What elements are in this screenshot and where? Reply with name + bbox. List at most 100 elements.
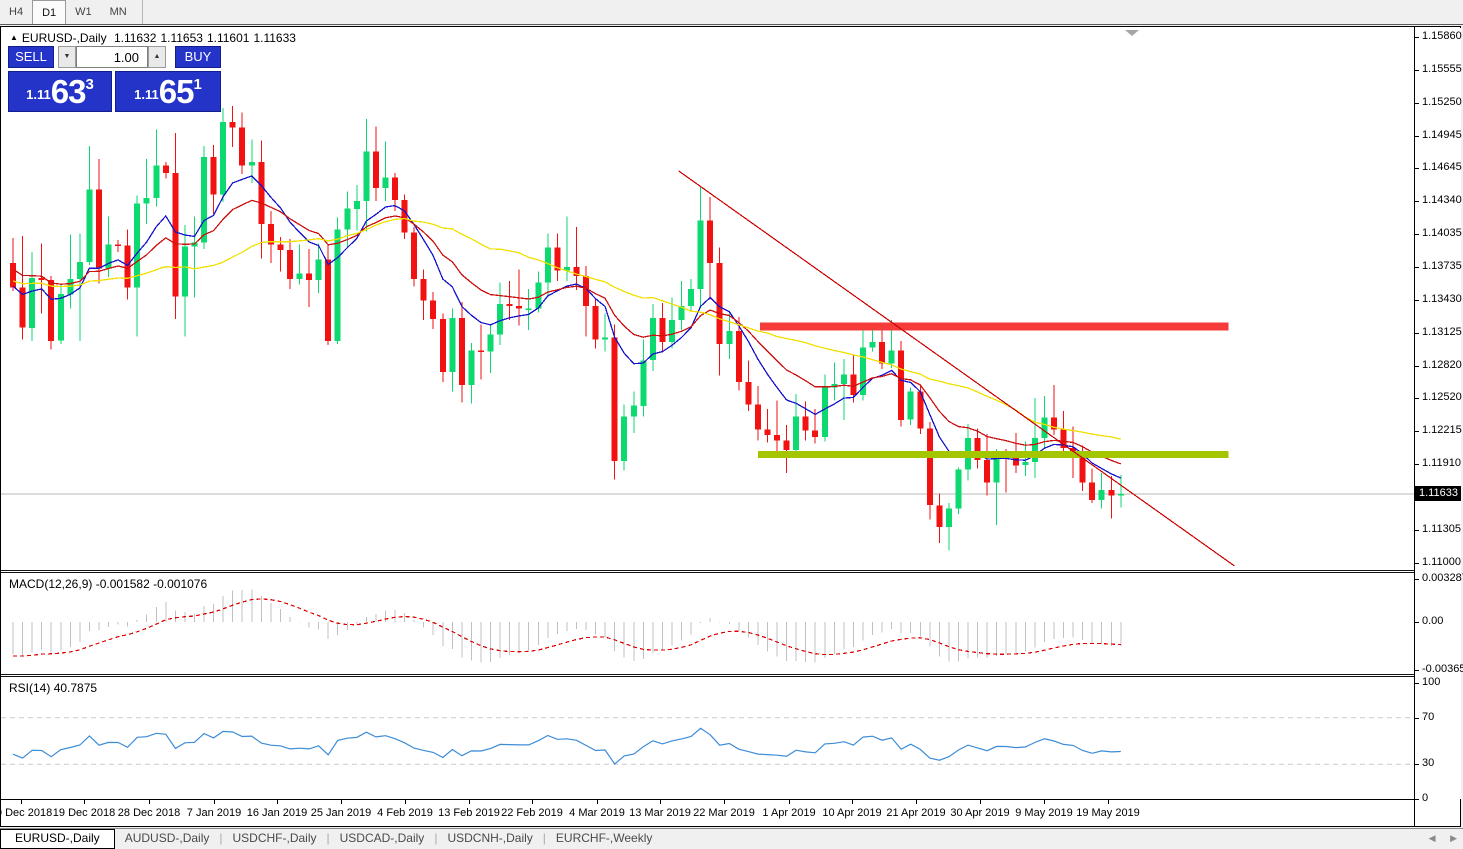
- price-tick: [1415, 300, 1419, 301]
- volume-increase-button[interactable]: ▲: [148, 46, 166, 68]
- axis-label: 1.13735: [1422, 260, 1462, 272]
- axis-label: 1.11305: [1422, 523, 1461, 535]
- buy-price-button[interactable]: 1.11651: [115, 71, 221, 112]
- date-label: 13 Feb 2019: [438, 807, 500, 819]
- pane-splitter-main-macd[interactable]: [1, 570, 1414, 573]
- symbol-tab-eurchfweekly[interactable]: EURCHF-,Weekly: [555, 831, 653, 845]
- price-tick: [1415, 201, 1419, 202]
- axis-label: 1.11000: [1422, 556, 1461, 568]
- sell-button[interactable]: SELL: [8, 46, 54, 68]
- tab-scroll-right-icon[interactable]: ▶: [1450, 833, 1457, 843]
- price-tick: [1415, 136, 1419, 137]
- price-tick: [1415, 431, 1419, 432]
- rsi-line: [12, 727, 1121, 765]
- axis-label: 0.00: [1422, 615, 1444, 627]
- price-tick: [1415, 563, 1419, 564]
- rsi-pane[interactable]: [1, 677, 1414, 799]
- date-label: 22 Feb 2019: [501, 807, 563, 819]
- date-tick: [149, 800, 150, 804]
- timeframe-tab-w1[interactable]: W1: [75, 6, 92, 18]
- date-label: 13 Mar 2019: [629, 807, 691, 819]
- axis-label: 1.12215: [1422, 424, 1462, 436]
- date-tick: [21, 800, 22, 804]
- macd-indicator-label: MACD(12,26,9) -0.001582 -0.001076: [9, 577, 208, 591]
- buy-button[interactable]: BUY: [175, 46, 221, 68]
- axis-label: 1.13125: [1422, 326, 1462, 338]
- axis-label: -0.003659: [1422, 663, 1463, 675]
- date-tick: [597, 800, 598, 804]
- quote-open: 1.11632: [113, 31, 157, 45]
- macd-pane[interactable]: [1, 573, 1414, 674]
- quote-high: 1.11653: [160, 31, 203, 45]
- price-tick: [1415, 799, 1419, 800]
- date-tick: [916, 800, 917, 804]
- buy-price-sup: 1: [193, 76, 202, 93]
- price-tick: [1415, 70, 1419, 71]
- price-tick: [1415, 168, 1419, 169]
- main-price-chart[interactable]: [1, 28, 1414, 570]
- axis-label: 100: [1422, 676, 1441, 688]
- tab-separator: |: [542, 831, 546, 845]
- symbol-tab-usdcaddaily[interactable]: USDCAD-,Daily: [339, 831, 425, 845]
- price-tick: [1415, 103, 1419, 104]
- date-tick: [1044, 800, 1045, 804]
- date-tick: [277, 800, 278, 804]
- tab-separator: |: [326, 831, 330, 845]
- date-label: 7 Jan 2019: [186, 807, 242, 819]
- toolbar-divider: [141, 0, 143, 24]
- price-tick: [1415, 683, 1419, 684]
- chart-window: ▲ EURUSD-,Daily 1.11632 1.11653 1.11601 1.11…: [0, 26, 1463, 827]
- date-label: 30 Apr 2019: [950, 807, 1010, 819]
- date-tick: [724, 800, 725, 804]
- pane-splitter-macd-rsi[interactable]: [1, 674, 1414, 677]
- date-tick: [852, 800, 853, 804]
- date-label: 16 Jan 2019: [246, 807, 308, 819]
- timeframe-tab-mn[interactable]: MN: [109, 6, 127, 18]
- date-label: 19 May 2019: [1076, 807, 1140, 819]
- date-tick: [341, 800, 342, 804]
- timeframe-tab-d1[interactable]: D1: [32, 0, 67, 24]
- date-tick: [469, 800, 470, 804]
- price-axis[interactable]: 1.15860 1.15555 1.15250 1.14945 1.14645 1.143…: [1415, 28, 1463, 804]
- symbol-tab-eurusddaily[interactable]: EURUSD-,Daily: [0, 829, 115, 849]
- volume-input[interactable]: [76, 46, 148, 68]
- volume-decrease-button[interactable]: ▼: [58, 46, 76, 68]
- price-tick: [1415, 366, 1419, 367]
- tab-separator: |: [434, 831, 438, 845]
- macd-histogram: [12, 589, 1122, 663]
- date-tick: [532, 800, 533, 804]
- price-tick: [1415, 267, 1419, 268]
- tab-separator: |: [219, 831, 223, 845]
- date-label: 4 Feb 2019: [377, 807, 433, 819]
- sell-price-small: 1.11: [26, 87, 51, 102]
- axis-label: 0: [1422, 792, 1429, 804]
- date-tick: [405, 800, 406, 804]
- symbol-name: EURUSD-,Daily: [21, 31, 107, 45]
- date-tick: [214, 800, 215, 804]
- scroll-to-end-icon[interactable]: [1125, 30, 1139, 36]
- price-tick: [1415, 37, 1419, 38]
- symbol-tab-usdchfdaily[interactable]: USDCHF-,Daily: [232, 831, 317, 845]
- symbol-tab-audusddaily[interactable]: AUDUSD-,Daily: [124, 831, 210, 845]
- symbol-tab-usdcnhdaily[interactable]: USDCNH-,Daily: [447, 831, 533, 845]
- date-tick: [1108, 800, 1109, 804]
- moving-average-ema18: [12, 199, 1122, 465]
- axis-label: 1.15860: [1422, 30, 1462, 42]
- date-tick: [980, 800, 981, 804]
- timeframe-tab-h4[interactable]: H4: [9, 6, 24, 18]
- quote-low: 1.11601: [206, 31, 250, 45]
- timeframe-bar: H4 D1 W1 MN: [0, 0, 1463, 25]
- current-price-tag: 1.11633: [1415, 486, 1461, 501]
- chart-title: ▲ EURUSD-,Daily 1.11632 1.11653 1.11601 1.11…: [10, 31, 300, 45]
- date-tick: [660, 800, 661, 804]
- symbol-tab-bar: EURUSD-,Daily AUDUSD-,Daily | USDCHF-,Daily…: [0, 828, 1463, 849]
- date-label: 1 Apr 2019: [762, 807, 816, 819]
- tab-scroll-left-icon[interactable]: ◀: [1428, 833, 1436, 843]
- axis-label: 1.14645: [1422, 161, 1462, 173]
- sell-price-button[interactable]: 1.11633: [8, 71, 112, 112]
- date-label: 10 Dec 2018: [0, 807, 53, 819]
- buy-price-big: 65: [158, 73, 195, 110]
- axis-label: 70: [1422, 711, 1435, 723]
- date-label: 25 Jan 2019: [310, 807, 372, 819]
